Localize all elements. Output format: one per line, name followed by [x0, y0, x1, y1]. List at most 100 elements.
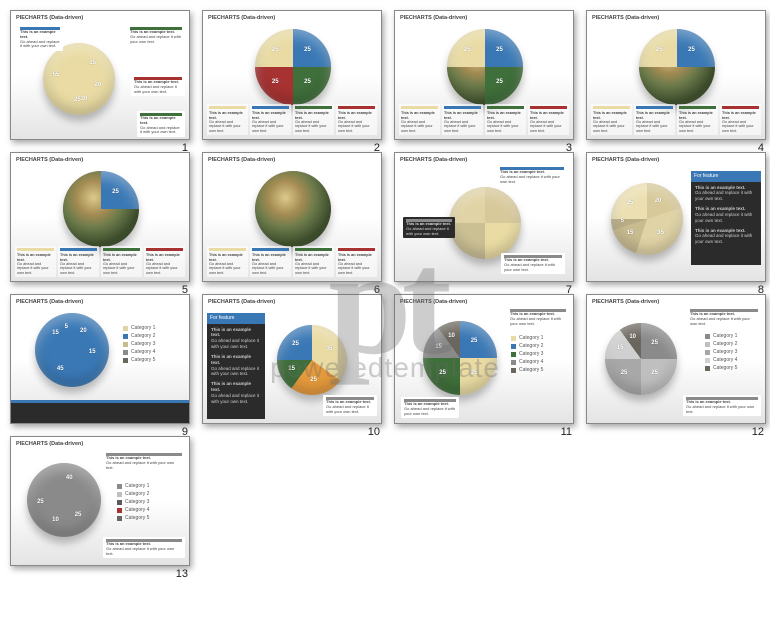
- slide-thumbnail[interactable]: PIECHARTS (Data-driven)203515525For feat…: [586, 152, 766, 282]
- bottom-caption-box: This is an example text.Go ahead and rep…: [250, 246, 291, 277]
- caption-body: Go ahead and replace it with your own te…: [209, 120, 246, 133]
- slide-thumbnail[interactable]: PIECHARTS (Data-driven)2525251510This is…: [394, 294, 574, 424]
- callout-box: This is an example text.Go ahead and rep…: [497, 165, 567, 186]
- legend-swatch: [123, 358, 128, 363]
- callout-box: This is an example text.Go ahead and rep…: [403, 217, 455, 238]
- slide-thumbnail[interactable]: PIECHARTS (Data-driven)This is an exampl…: [394, 152, 574, 282]
- footer-accent-strip: [11, 400, 189, 403]
- pie-value-label: 45: [57, 366, 64, 372]
- bottom-caption-row: This is an example text.Go ahead and rep…: [207, 246, 377, 277]
- side-info-panel: For feature This is an example text.Go ah…: [207, 313, 265, 419]
- legend-swatch: [705, 334, 710, 339]
- callout-body: Go ahead and replace it with your own te…: [140, 126, 182, 136]
- legend-swatch: [117, 484, 122, 489]
- pie-value-label: 25: [272, 79, 279, 85]
- callout-box: This is an example text.Go ahead and rep…: [127, 25, 185, 46]
- caption-stripe: [252, 106, 289, 109]
- slide-title: PIECHARTS (Data-driven): [208, 157, 275, 163]
- legend-swatch: [511, 368, 516, 373]
- legend-row: Category 4: [117, 507, 149, 513]
- pie-value-label: 15: [435, 344, 442, 350]
- legend-label: Category 2: [713, 341, 737, 347]
- slide-title: PIECHARTS (Data-driven): [208, 15, 275, 21]
- callout-body: Go ahead and replace it with your own te…: [20, 40, 60, 50]
- pie-value-label: 55: [53, 72, 60, 78]
- slide-thumbnail[interactable]: PIECHARTS (Data-driven)35251525This is a…: [202, 294, 382, 424]
- legend-swatch: [123, 342, 128, 347]
- slide-cell: PIECHARTS (Data-driven) This is an exampl…: [202, 152, 382, 282]
- slide-thumbnail[interactable]: PIECHARTS (Data-driven)520154515Category…: [10, 294, 190, 424]
- pie-chart: 5515203025: [43, 43, 115, 115]
- bottom-caption-box: This is an example text.Go ahead and rep…: [336, 246, 377, 277]
- caption-stripe: [530, 106, 567, 109]
- panel-item-body: Go ahead and replace it with your own te…: [211, 338, 261, 350]
- slide-thumbnail[interactable]: PIECHARTS (Data-driven) This is an exampl…: [202, 152, 382, 282]
- legend-label: Category 4: [125, 507, 149, 513]
- slide-thumbnail[interactable]: PIECHARTS (Data-driven)5515203025This is…: [10, 10, 190, 140]
- callout-body: Go ahead and replace it with your own te…: [106, 547, 182, 557]
- pie-value-label: 10: [52, 517, 59, 523]
- callout-body: Go ahead and replace it with your own te…: [504, 263, 562, 273]
- pie-photo-slice: [639, 29, 715, 105]
- slide-title: PIECHARTS (Data-driven): [16, 157, 83, 163]
- bottom-caption-box: This is an example text.Go ahead and rep…: [207, 104, 248, 135]
- slide-title: PIECHARTS (Data-driven): [592, 299, 659, 305]
- callout-body: Go ahead and replace it with your own te…: [130, 35, 182, 45]
- caption-stripe: [209, 248, 246, 251]
- legend-row: Category 5: [123, 357, 155, 363]
- callout-box: This is an example text.Go ahead and rep…: [103, 537, 185, 558]
- slide-thumbnail[interactable]: PIECHARTS (Data-driven) 25 This is an exam…: [10, 152, 190, 282]
- legend-label: Category 5: [125, 515, 149, 521]
- slide-thumbnail[interactable]: PIECHARTS (Data-driven)2525This is an ex…: [586, 10, 766, 140]
- panel-header: For feature: [207, 313, 265, 324]
- caption-title: This is an example text.: [530, 111, 567, 120]
- caption-stripe: [338, 248, 375, 251]
- caption-body: Go ahead and replace it with your own te…: [17, 262, 54, 275]
- caption-body: Go ahead and replace it with your own te…: [487, 120, 524, 133]
- pie-value-label: 25: [112, 189, 119, 195]
- caption-title: This is an example text.: [593, 111, 630, 120]
- pie-chart: 2525: [639, 29, 715, 105]
- bottom-caption-box: This is an example text.Go ahead and rep…: [144, 246, 185, 277]
- slide-number: 13: [176, 568, 188, 580]
- caption-stripe: [679, 106, 716, 109]
- pie-value-label: 5: [65, 324, 68, 330]
- legend-label: Category 3: [125, 499, 149, 505]
- legend-swatch: [511, 352, 516, 357]
- caption-stripe: [444, 106, 481, 109]
- pie-value-label: 40: [66, 475, 73, 481]
- pie-value-label: 25: [75, 512, 82, 518]
- caption-title: This is an example text.: [487, 111, 524, 120]
- pie-value-label: 20: [655, 198, 662, 204]
- legend-label: Category 5: [519, 367, 543, 373]
- slide-title: PIECHARTS (Data-driven): [16, 441, 83, 447]
- pie-value-label: 20: [95, 82, 102, 88]
- caption-stripe: [146, 248, 183, 251]
- callout-box: This is an example text.Go ahead and rep…: [683, 395, 761, 416]
- slide-thumbnail[interactable]: PIECHARTS (Data-driven)40251025This is a…: [10, 436, 190, 566]
- caption-stripe: [209, 106, 246, 109]
- caption-stripe: [487, 106, 524, 109]
- caption-title: This is an example text.: [679, 111, 716, 120]
- legend-swatch: [123, 334, 128, 339]
- legend-row: Category 2: [511, 343, 543, 349]
- caption-body: Go ahead and replace it with your own te…: [295, 262, 332, 275]
- slide-thumbnail[interactable]: PIECHARTS (Data-driven)252525This is an …: [394, 10, 574, 140]
- callout-body: Go ahead and replace it with your own te…: [106, 461, 182, 471]
- legend-label: Category 3: [131, 341, 155, 347]
- legend-row: Category 5: [511, 367, 543, 373]
- callout-body: Go ahead and replace it with your own te…: [404, 407, 456, 417]
- legend-row: Category 3: [705, 349, 737, 355]
- callout-body: Go ahead and replace it with your own te…: [406, 227, 452, 237]
- legend-row: Category 2: [705, 341, 737, 347]
- slide-thumbnail[interactable]: PIECHARTS (Data-driven)2525251510This is…: [586, 294, 766, 424]
- pie-value-label: 25: [496, 79, 503, 85]
- slide-thumbnail[interactable]: PIECHARTS (Data-driven)25252525This is a…: [202, 10, 382, 140]
- panel-item: This is an example text.Go ahead and rep…: [211, 327, 261, 350]
- caption-stripe: [338, 106, 375, 109]
- legend-label: Category 4: [713, 357, 737, 363]
- caption-title: This is an example text.: [722, 111, 759, 120]
- pie-value-label: 25: [651, 340, 658, 346]
- bottom-caption-box: This is an example text.Go ahead and rep…: [207, 246, 248, 277]
- callout-body: Go ahead and replace it with your own te…: [686, 405, 758, 415]
